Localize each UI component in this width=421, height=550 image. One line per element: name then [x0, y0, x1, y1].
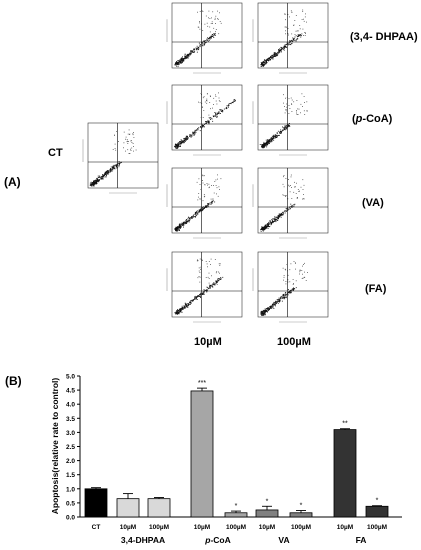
- panel-a-label: (A): [4, 175, 21, 189]
- plot-fa-10: [166, 251, 243, 323]
- y-tick-label: 4.5: [66, 388, 75, 395]
- bar: [333, 429, 357, 518]
- category-label: CT: [92, 524, 101, 531]
- plot-fa-100: [252, 251, 329, 323]
- bar: [116, 498, 140, 518]
- flow-cytometry-plots: [82, 2, 329, 323]
- plot-va-10: [166, 167, 243, 239]
- panel-b-label: (B): [5, 374, 22, 388]
- group-label: VA: [278, 535, 289, 545]
- row-label-va: (VA): [362, 197, 384, 209]
- group-label: 3,4-DHPAA: [121, 535, 165, 545]
- significance-label: *: [376, 498, 379, 505]
- category-label: 100µM: [226, 524, 246, 531]
- bar: [255, 509, 279, 518]
- y-tick-label: 1.5: [66, 472, 75, 479]
- bar: [84, 488, 108, 518]
- col-label-100um: 100µM: [277, 336, 311, 348]
- bar: [365, 505, 389, 518]
- col-label-10um: 10µM: [194, 336, 222, 348]
- plot-ct: [82, 122, 159, 194]
- y-tick-label: 3.5: [66, 416, 75, 423]
- y-tick-label: 2.0: [66, 458, 75, 465]
- plot-dhpaa-100: [252, 2, 329, 74]
- bar: [190, 390, 214, 518]
- y-tick-label: 2.5: [66, 444, 75, 451]
- significance-label: *: [235, 503, 238, 510]
- y-tick-label: 4.0: [66, 402, 75, 409]
- category-label: 10µM: [120, 524, 136, 531]
- category-label: 10µM: [194, 524, 210, 531]
- significance-label: *: [300, 503, 303, 510]
- category-label: 100µM: [367, 524, 387, 531]
- ct-label: CT: [48, 147, 63, 159]
- group-label: p-CoA: [204, 535, 231, 545]
- bar: [289, 512, 313, 518]
- significance-label: *: [266, 498, 269, 505]
- y-tick-label: 0.5: [66, 500, 75, 507]
- category-label: 100µM: [291, 524, 311, 531]
- bar: [224, 512, 248, 518]
- y-tick-label: 5.0: [66, 374, 75, 381]
- bar-chart: 0.0 0.5 1.0 1.5 2.0 2.5 3.0 3.5 4.0 4.5 5.0 CT 10µM 1…: [66, 374, 402, 545]
- plot-va-100: [252, 167, 329, 239]
- plot-pcoa-100: [252, 84, 329, 156]
- plot-pcoa-10: [166, 84, 243, 156]
- y-tick-label: 0.0: [66, 515, 75, 522]
- category-label: 10µM: [337, 524, 353, 531]
- y-tick-label: 3.0: [66, 430, 75, 437]
- group-label: FA: [356, 535, 367, 545]
- plot-dhpaa-10: [166, 2, 243, 74]
- category-label: 10µM: [259, 524, 275, 531]
- bar: [147, 498, 171, 518]
- row-label-dhpaa: (3,4- DHPAA): [350, 31, 418, 43]
- y-tick-label: 1.0: [66, 486, 75, 493]
- row-label-fa: (FA): [365, 283, 387, 295]
- category-label: 100µM: [149, 524, 169, 531]
- row-label-pcoa: (p-CoA): [352, 113, 393, 125]
- y-axis-title: Apoptosis(relative rate to control): [50, 378, 60, 515]
- significance-label: ***: [198, 380, 206, 387]
- significance-label: **: [342, 421, 348, 428]
